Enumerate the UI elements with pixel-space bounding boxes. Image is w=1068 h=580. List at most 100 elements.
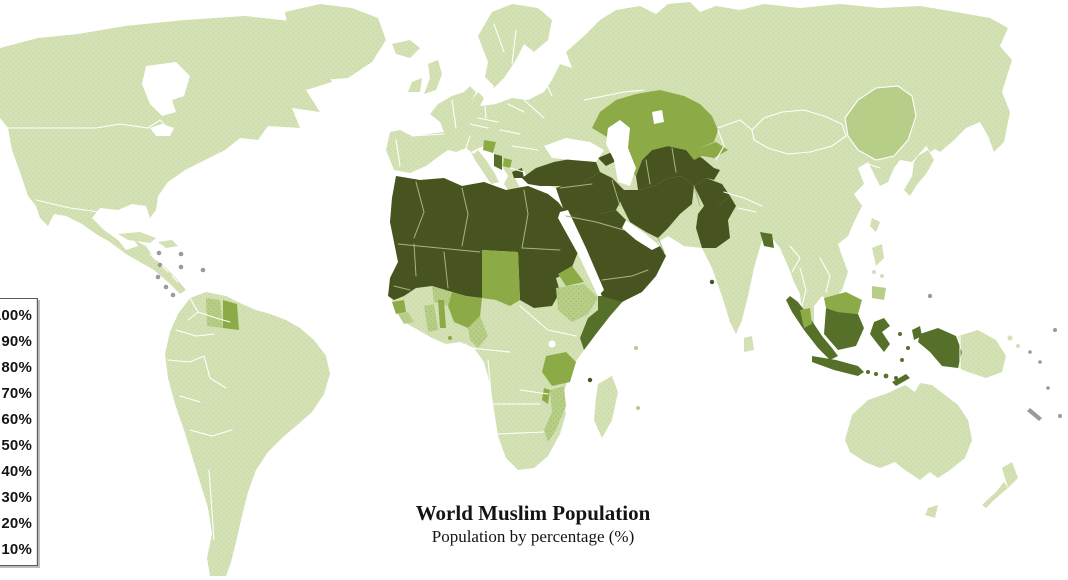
legend-label: 90% xyxy=(1,332,32,350)
region-sumatra xyxy=(786,296,838,360)
region-cuba xyxy=(118,232,156,243)
great-lakes xyxy=(150,124,174,136)
region-burkina-faso xyxy=(432,286,452,306)
region-ireland xyxy=(408,78,422,92)
region-papua-new-guinea xyxy=(958,330,1006,378)
black-sea xyxy=(544,138,604,162)
country-borders-light xyxy=(0,23,961,541)
region-java xyxy=(812,356,864,376)
legend-row: 40% xyxy=(0,459,37,483)
region-japan-honshu xyxy=(904,150,934,196)
region-pakistan xyxy=(696,196,736,248)
inland-seas xyxy=(142,62,664,296)
region-malaysia-borneo xyxy=(824,292,862,314)
region-sumbawa xyxy=(894,376,898,380)
red-sea xyxy=(558,210,604,296)
legend-label: 40% xyxy=(1,462,32,480)
region-maluku-2 xyxy=(906,346,910,350)
legend-label: 50% xyxy=(1,436,32,454)
legend-row: 30% xyxy=(0,485,37,509)
region-hispaniola xyxy=(158,240,178,248)
region-bosnia xyxy=(483,140,496,153)
legend-label: 20% xyxy=(1,514,32,532)
region-suriname xyxy=(223,300,239,330)
region-levant-iraq xyxy=(556,172,624,216)
region-liberia xyxy=(398,312,414,324)
region-iceland xyxy=(392,40,420,58)
region-somalia xyxy=(580,296,624,350)
region-maluku-3 xyxy=(900,358,904,362)
region-turkey xyxy=(522,158,600,186)
gray-island-markers xyxy=(155,250,1062,421)
region-australia xyxy=(845,383,972,480)
legend-row: 90% xyxy=(0,329,37,353)
region-kalimantan xyxy=(824,308,864,350)
region-timor xyxy=(892,374,910,386)
region-maldives xyxy=(709,279,715,285)
map-title: World Muslim Population xyxy=(415,501,651,525)
title-block: World Muslim Population Population by pe… xyxy=(283,500,783,548)
region-kyrgyzstan xyxy=(700,142,728,158)
region-luzon xyxy=(872,244,884,266)
region-bismarck xyxy=(1016,344,1020,348)
region-seychelles xyxy=(634,346,638,350)
region-north-africa-middle-belt xyxy=(388,176,578,308)
region-mauritius xyxy=(636,406,640,410)
region-nigeria xyxy=(448,292,482,328)
region-bangladesh xyxy=(760,232,774,248)
legend-box: 100% 90% 80% 70% 60% 50% 40% 30% xyxy=(0,298,38,566)
region-taiwan xyxy=(870,218,880,232)
region-tasmania xyxy=(925,505,938,518)
region-guyana xyxy=(206,298,223,328)
country-borders-dark-band xyxy=(393,147,701,291)
region-sao-tome xyxy=(448,336,452,340)
legend-row: 20% xyxy=(0,511,37,535)
region-scandinavia xyxy=(478,4,552,88)
region-great-britain xyxy=(424,60,442,94)
persian-gulf xyxy=(622,220,660,250)
region-sri-lanka xyxy=(744,336,754,352)
region-hokkaido xyxy=(924,136,940,152)
region-flores xyxy=(883,373,889,379)
baltic-sea xyxy=(470,64,494,96)
region-sakhalin xyxy=(946,112,954,144)
region-tanzania xyxy=(542,352,576,386)
region-chad xyxy=(482,250,520,306)
region-sierra-leone xyxy=(392,300,406,314)
region-bali xyxy=(866,370,870,374)
region-northeast-asia-patch xyxy=(844,85,917,161)
region-madagascar xyxy=(594,376,618,438)
region-ethiopia xyxy=(556,284,598,322)
region-new-zealand-north xyxy=(1002,462,1018,488)
region-new-caledonia xyxy=(1027,408,1042,421)
region-west-papua xyxy=(918,328,962,368)
legend-row: 100% xyxy=(0,303,37,327)
region-sulawesi xyxy=(870,318,890,352)
region-lombok xyxy=(874,372,878,376)
region-mozambique xyxy=(544,386,566,442)
region-visayas-2 xyxy=(880,274,884,278)
region-visayas-1 xyxy=(872,270,876,274)
legend-label: 10% xyxy=(1,540,32,558)
region-togo-benin xyxy=(438,300,446,328)
legend-label: 70% xyxy=(1,384,32,402)
region-mindanao xyxy=(872,286,886,300)
region-cameroon xyxy=(468,316,488,348)
legend-row: 70% xyxy=(0,381,37,405)
region-new-britain xyxy=(1007,335,1013,341)
legend-label: 100% xyxy=(0,306,32,324)
region-malaysia-peninsula xyxy=(800,308,812,328)
region-macedonia xyxy=(503,158,512,168)
legend-row: 50% xyxy=(0,433,37,457)
region-iran xyxy=(612,176,694,238)
region-eritrea xyxy=(558,266,584,286)
lake-victoria xyxy=(548,340,556,348)
region-new-zealand-south xyxy=(982,482,1008,508)
legend-row: 60% xyxy=(0,407,37,431)
region-maluku-1 xyxy=(898,332,902,336)
hudson-bay xyxy=(142,62,190,116)
aral-sea xyxy=(652,110,664,124)
legend-row: 10% xyxy=(0,537,37,561)
region-ghana xyxy=(424,304,438,332)
